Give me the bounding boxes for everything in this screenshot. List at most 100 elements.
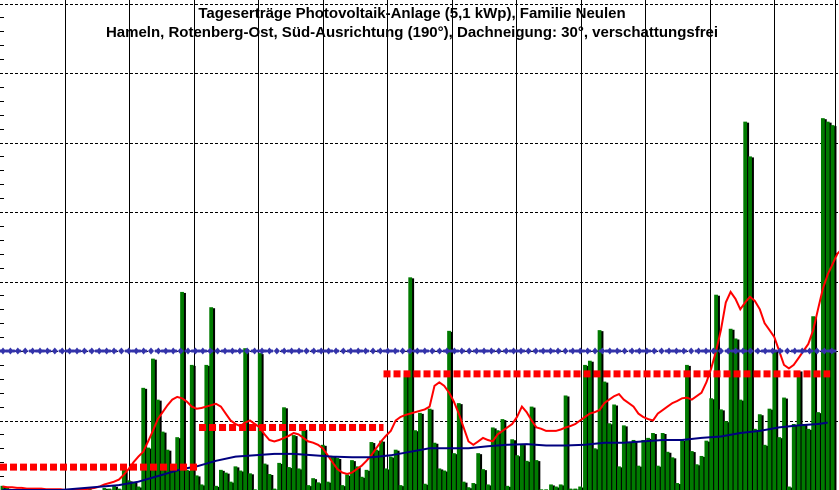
bar-shadow <box>429 409 434 490</box>
reference-marker <box>325 347 332 355</box>
bar-shadow <box>628 443 633 490</box>
reference-marker <box>377 347 384 355</box>
bar-shadow <box>507 486 512 490</box>
bar-shadow <box>599 331 604 490</box>
bar <box>345 474 350 490</box>
bar <box>180 291 184 490</box>
bar <box>529 406 534 490</box>
reference-marker <box>658 347 665 355</box>
reference-marker <box>754 347 761 355</box>
bar-shadow <box>196 476 201 490</box>
reference-marker <box>473 347 480 355</box>
bar <box>714 294 718 490</box>
reference-marker <box>88 347 95 355</box>
bar-shadow <box>458 404 463 490</box>
reference-marker <box>458 347 465 355</box>
bar <box>456 403 461 490</box>
bar-shadow <box>332 456 337 490</box>
bar <box>733 338 738 490</box>
bar <box>510 439 515 490</box>
bar-shadow <box>172 470 177 490</box>
bar <box>680 439 684 490</box>
bar <box>413 430 417 490</box>
bar <box>359 476 364 490</box>
bar <box>228 481 233 490</box>
bar <box>719 409 723 490</box>
bar <box>699 455 704 490</box>
bar <box>151 358 155 490</box>
bar <box>549 484 553 490</box>
bar <box>694 464 699 490</box>
bar-shadow <box>444 471 449 490</box>
bar-shadow <box>138 487 143 490</box>
bar-shadow <box>691 452 696 490</box>
bar <box>102 487 107 490</box>
bar <box>660 433 665 490</box>
bar <box>801 423 806 490</box>
bar-shadow <box>604 382 609 490</box>
reference-marker <box>606 347 613 355</box>
reference-marker <box>66 347 73 355</box>
reference-marker <box>59 347 66 355</box>
bar <box>748 156 752 490</box>
bar-shadow <box>264 464 269 490</box>
reference-marker <box>540 347 547 355</box>
bar-shadow <box>162 432 167 490</box>
bar <box>262 463 267 490</box>
bar-shadow <box>589 361 594 490</box>
bar <box>403 373 408 490</box>
bar-shadow <box>657 466 662 490</box>
bar-shadow <box>424 484 429 490</box>
bar <box>364 469 369 490</box>
bar <box>689 451 694 490</box>
bar-shadow <box>619 467 623 490</box>
bar-shadow <box>386 469 390 490</box>
reference-marker <box>355 347 362 355</box>
reference-marker <box>814 347 820 355</box>
reference-marker <box>710 347 717 355</box>
reference-marker <box>81 347 88 355</box>
reference-marker <box>821 347 828 355</box>
reference-marker <box>636 347 643 355</box>
bar-shadow <box>313 479 318 490</box>
bar-shadow <box>303 429 308 490</box>
bar <box>437 468 442 490</box>
bar <box>311 478 316 490</box>
bar-shadow <box>225 473 230 490</box>
bar <box>631 439 636 490</box>
bar <box>121 469 126 490</box>
bar <box>621 425 626 490</box>
reference-marker <box>399 347 406 355</box>
bar-shadow <box>580 487 585 490</box>
reference-marker <box>125 347 132 355</box>
reference-marker <box>732 347 739 355</box>
bar <box>233 466 238 490</box>
bar <box>112 485 116 490</box>
reference-marker <box>547 347 554 355</box>
bar-shadow <box>230 482 235 490</box>
reference-marker <box>777 347 783 355</box>
reference-marker <box>310 347 317 355</box>
bar-shadow <box>2 486 7 490</box>
reference-marker <box>14 347 21 355</box>
reference-marker <box>481 347 487 355</box>
bar <box>534 460 539 490</box>
bar-shadow <box>517 456 521 490</box>
bar-shadow <box>128 481 133 490</box>
bar <box>282 407 286 490</box>
bar <box>568 488 573 490</box>
reference-marker <box>148 347 154 355</box>
reference-marker <box>599 347 606 355</box>
bar <box>384 468 388 490</box>
bar-shadow <box>822 119 827 490</box>
bar-shadow <box>623 426 628 490</box>
reference-marker <box>303 347 310 355</box>
bar <box>655 465 660 490</box>
bar-shadow <box>415 431 419 490</box>
bar-shadow <box>721 410 725 490</box>
bar-shadow <box>788 487 793 490</box>
chart-title: Tageserträge Photovoltaik-Anlage (5,1 kW… <box>198 5 625 22</box>
bar-shadow <box>682 440 686 490</box>
bar-shadow <box>827 122 832 490</box>
bar-shadow <box>677 484 682 490</box>
